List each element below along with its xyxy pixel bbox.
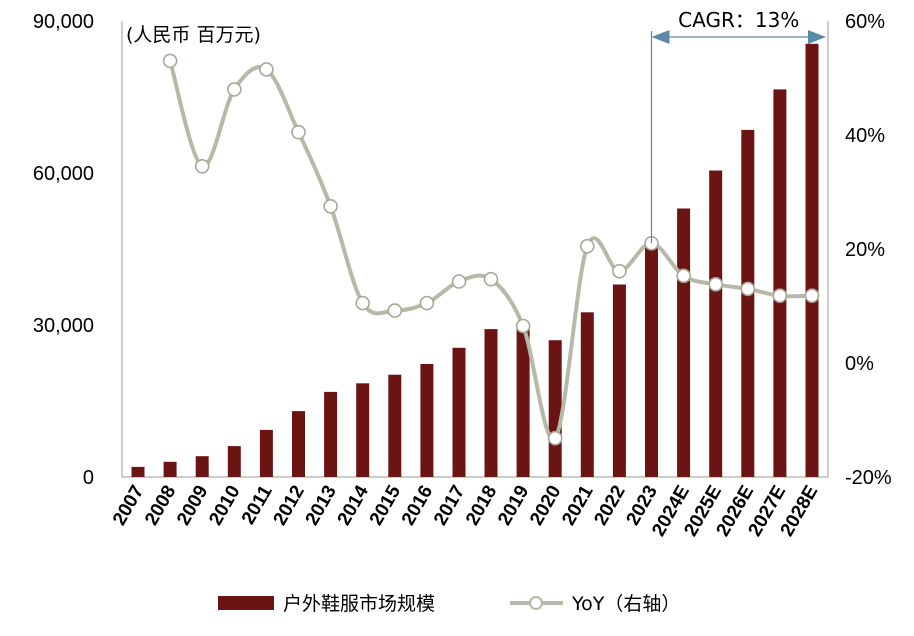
yoy-point — [194, 159, 210, 174]
unit-label: (人民币 百万元) — [126, 24, 261, 46]
bar — [484, 329, 498, 477]
yoy-point — [291, 124, 306, 140]
x-tick: 2020 — [526, 482, 565, 529]
cagr-arrow-left — [651, 30, 670, 44]
yoy-point — [772, 288, 788, 304]
bar — [356, 383, 370, 477]
yoy-point — [355, 295, 371, 311]
x-tick: 2010 — [205, 482, 244, 529]
x-tick: 2021 — [558, 482, 598, 529]
y-left-tick: 60,000 — [33, 163, 94, 185]
yoy-point — [612, 263, 627, 279]
x-tick: 2014 — [334, 482, 374, 529]
legend-line-marker — [529, 596, 543, 610]
x-tick: 2016 — [398, 482, 437, 529]
legend-bar-swatch — [218, 596, 274, 610]
bar — [773, 89, 787, 478]
bar-series — [131, 43, 819, 478]
bar — [548, 340, 562, 477]
y-left-tick: 90,000 — [33, 11, 94, 33]
bar — [292, 411, 305, 477]
bar — [195, 456, 209, 477]
yoy-point — [579, 238, 595, 254]
yoy-point — [387, 303, 403, 318]
y-right-tick: 60% — [845, 11, 885, 33]
x-tick: 2015 — [366, 482, 406, 529]
bar — [580, 312, 594, 477]
yoy-point — [162, 53, 178, 69]
bar — [805, 43, 819, 478]
yoy-point — [451, 274, 467, 289]
yoy-point — [419, 295, 435, 311]
cagr-annotation: CAGR：13% — [650, 8, 826, 244]
yoy-point — [323, 199, 338, 214]
bar — [645, 241, 658, 477]
bar — [131, 466, 145, 477]
y-right-tick: 20% — [845, 239, 885, 261]
x-tick: 2009 — [173, 482, 212, 529]
bar — [741, 129, 755, 477]
y-right-tick: 40% — [845, 125, 885, 147]
x-tick: 2011 — [238, 482, 277, 529]
y-right-tick: 0% — [845, 353, 874, 375]
yoy-point — [740, 281, 756, 297]
yoy-point — [515, 318, 531, 334]
yoy-point — [483, 271, 499, 287]
yoy-point — [708, 276, 724, 292]
x-tick: 2007 — [109, 482, 148, 529]
yoy-point — [547, 430, 563, 446]
x-tick: 2018 — [462, 482, 501, 529]
yoy-point — [676, 268, 691, 284]
bar — [227, 446, 241, 477]
y-left-tick: 30,000 — [33, 315, 94, 337]
bar — [709, 170, 723, 477]
legend-line-label: YoY（右轴） — [571, 593, 680, 615]
y-right-tick: -20% — [845, 467, 892, 489]
legend-bar-label: 户外鞋服市场规模 — [283, 593, 435, 615]
bar — [388, 374, 402, 477]
x-tick: 2019 — [494, 482, 533, 529]
x-tick: 2013 — [302, 482, 341, 529]
bar — [163, 461, 177, 477]
yoy-point — [227, 82, 242, 97]
cagr-label: CAGR：13% — [678, 8, 799, 32]
x-tick: 2017 — [430, 482, 469, 529]
cagr-arrow-right — [808, 30, 826, 44]
bar — [452, 347, 466, 477]
y-left-tick: 0 — [83, 467, 94, 489]
x-tick: 2008 — [141, 482, 180, 529]
bar — [677, 208, 691, 477]
bar — [420, 364, 434, 477]
x-tick: 2012 — [270, 482, 309, 529]
bar — [516, 325, 530, 477]
x-tick: 2022 — [590, 482, 629, 529]
yoy-point — [259, 62, 274, 77]
yoy-line-series — [162, 53, 820, 446]
bar — [612, 284, 626, 477]
bar — [259, 429, 273, 477]
yoy-point — [804, 288, 820, 304]
bar — [324, 391, 338, 477]
legend: 户外鞋服市场规模 YoY（右轴） — [218, 593, 680, 615]
